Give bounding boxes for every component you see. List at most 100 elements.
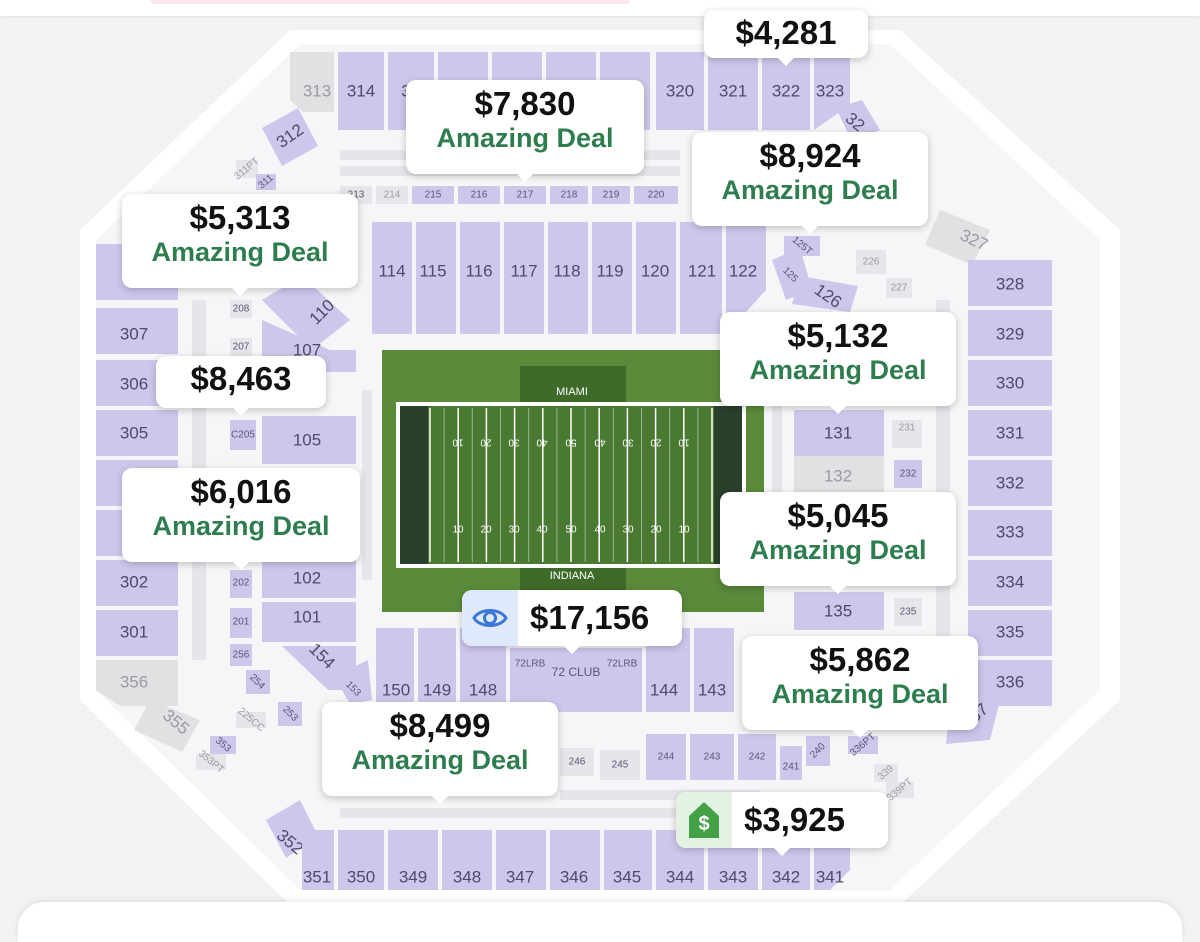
section-120[interactable] (636, 222, 676, 334)
section-351[interactable] (302, 830, 334, 890)
section-355[interactable] (134, 700, 200, 752)
section-215[interactable] (412, 186, 454, 204)
section-332[interactable] (968, 460, 1052, 506)
section-312[interactable] (262, 108, 318, 166)
price-tag-8499[interactable]: $8,499 Amazing Deal (322, 702, 558, 804)
section-214[interactable] (376, 186, 408, 204)
section-346[interactable] (550, 830, 600, 890)
section-243[interactable] (690, 734, 734, 780)
section-302[interactable] (96, 560, 178, 606)
section-246[interactable] (560, 748, 594, 776)
section-348[interactable] (442, 830, 492, 890)
section-311pt[interactable] (236, 160, 258, 178)
section-119[interactable] (592, 222, 632, 334)
section-122[interactable] (726, 222, 766, 334)
price-tag-5045[interactable]: $5,045 Amazing Deal (720, 492, 956, 594)
price-tag-4281[interactable]: $4,281 (704, 10, 868, 66)
section-126[interactable] (792, 276, 858, 312)
section-114[interactable] (372, 222, 412, 334)
section-72-club[interactable] (510, 648, 642, 712)
section-201[interactable] (230, 608, 252, 638)
section-231[interactable] (892, 420, 922, 448)
section-115[interactable] (416, 222, 456, 334)
price-tag-8463[interactable]: $8,463 (156, 356, 326, 416)
section-207[interactable] (230, 338, 252, 356)
section-101[interactable] (262, 602, 356, 642)
section-c205[interactable] (230, 420, 256, 450)
section-336[interactable] (968, 660, 1052, 706)
section-313[interactable] (290, 52, 334, 112)
price-tag-3925[interactable]: $ $3,925 (676, 792, 888, 856)
section-235[interactable] (894, 598, 922, 626)
section-105[interactable] (262, 416, 356, 464)
section-217[interactable] (504, 186, 546, 204)
price-tag-6016[interactable]: $6,016 Amazing Deal (122, 468, 360, 570)
section-320[interactable] (656, 52, 704, 130)
section-244[interactable] (646, 734, 686, 780)
section-149[interactable] (418, 628, 456, 712)
section-218[interactable] (550, 186, 588, 204)
section-321[interactable] (708, 52, 758, 130)
section-121[interactable] (680, 222, 722, 334)
section-143[interactable] (694, 628, 734, 712)
section-324[interactable] (836, 100, 880, 142)
section-226[interactable] (856, 250, 886, 274)
section-132[interactable] (794, 456, 884, 496)
section-311[interactable] (256, 174, 276, 190)
section-242[interactable] (738, 734, 776, 780)
section-314[interactable] (338, 52, 384, 130)
bottom-sheet[interactable] (18, 902, 1182, 942)
section-227[interactable] (886, 278, 912, 298)
section-328[interactable] (968, 260, 1052, 306)
section-240[interactable] (806, 736, 830, 766)
section-327[interactable] (925, 210, 990, 265)
section-336pt[interactable] (848, 736, 878, 754)
price-tag-17156[interactable]: $17,156 (462, 590, 682, 654)
section-131[interactable] (794, 410, 884, 456)
section-219[interactable] (592, 186, 630, 204)
section-202[interactable] (230, 570, 252, 598)
section-305[interactable] (96, 410, 178, 456)
section-110[interactable] (262, 276, 350, 350)
section-135[interactable] (794, 592, 884, 630)
section-350[interactable] (338, 830, 384, 890)
section-349[interactable] (388, 830, 438, 890)
section-335[interactable] (968, 610, 1052, 656)
price-tag-8924[interactable]: $8,924 Amazing Deal (692, 132, 928, 234)
section-225cc[interactable] (236, 712, 266, 728)
section-356[interactable] (96, 660, 178, 706)
section-125t[interactable] (784, 236, 820, 256)
section-339pt[interactable] (886, 782, 914, 798)
section-353pt[interactable] (196, 754, 226, 770)
section-331[interactable] (968, 410, 1052, 456)
section-118[interactable] (548, 222, 588, 334)
section-333[interactable] (968, 510, 1052, 556)
section-256[interactable] (230, 644, 252, 666)
section-153[interactable] (334, 660, 372, 704)
section-345[interactable] (604, 830, 652, 890)
section-339[interactable] (874, 764, 898, 782)
section-116[interactable] (460, 222, 500, 334)
section-254[interactable] (246, 670, 270, 694)
price-tag-7830[interactable]: $7,830 Amazing Deal (406, 80, 644, 182)
section-301[interactable] (96, 610, 178, 656)
section-150[interactable] (376, 628, 414, 712)
section-330[interactable] (968, 360, 1052, 406)
section-220[interactable] (634, 186, 678, 204)
section-102[interactable] (262, 556, 356, 598)
section-253[interactable] (278, 702, 302, 726)
section-334[interactable] (968, 560, 1052, 606)
price-tag-5862[interactable]: $5,862 Amazing Deal (742, 636, 978, 738)
section-232[interactable] (894, 460, 922, 488)
price-tag-5313[interactable]: $5,313 Amazing Deal (122, 194, 358, 296)
price-tag-5132[interactable]: $5,132 Amazing Deal (720, 312, 956, 414)
section-329[interactable] (968, 310, 1052, 356)
section-241[interactable] (780, 746, 802, 780)
section-347[interactable] (496, 830, 546, 890)
section-245[interactable] (600, 750, 640, 780)
section-216[interactable] (458, 186, 500, 204)
section-117[interactable] (504, 222, 544, 334)
section-208[interactable] (230, 300, 252, 318)
section-353[interactable] (210, 736, 236, 754)
section-307[interactable] (96, 308, 178, 354)
